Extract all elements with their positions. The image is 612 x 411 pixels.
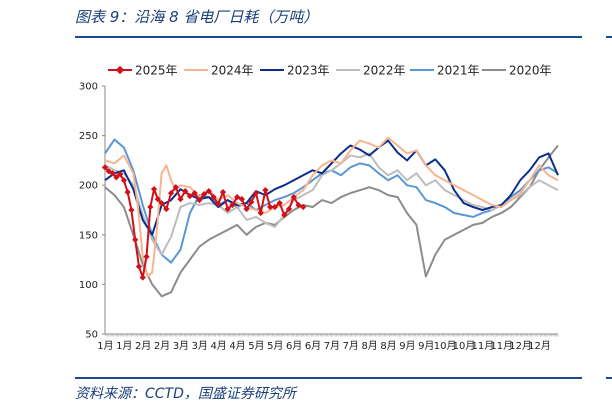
series-point-2025年 (224, 205, 231, 213)
series-point-2025年 (234, 193, 241, 201)
x-tick-label: 12月 (509, 340, 532, 352)
series-line-2022年 (104, 152, 559, 256)
x-tick-label: 8月 (380, 340, 396, 352)
series-point-2025年 (132, 236, 139, 243)
series-point-2025年 (124, 189, 131, 196)
series-point-2025年 (281, 211, 288, 219)
series-point-2025年 (205, 188, 212, 195)
legend-label-2025年: 2025年 (135, 64, 178, 78)
legend-label-2021年: 2021年 (437, 64, 480, 78)
series-point-2025年 (128, 206, 135, 214)
x-tick-label: 6月 (305, 340, 321, 352)
chart-title: 图表 9：沿海 8 省电厂日耗（万吨） (75, 8, 319, 26)
series-point-2025年 (182, 188, 189, 195)
series-point-2025年 (139, 274, 146, 281)
x-tick-label: 1月 (97, 340, 113, 352)
series-line-2023年 (104, 139, 559, 236)
series-point-2025年 (196, 196, 203, 204)
bottom-rule (75, 377, 582, 379)
y-tick-label: 300 (79, 82, 98, 93)
series-point-2025年 (229, 201, 236, 209)
series-point-2025年 (167, 190, 175, 197)
x-tick-label: 10月 (453, 340, 476, 352)
legend-label-2024年: 2024年 (211, 64, 254, 78)
series-point-2025年 (135, 263, 143, 270)
x-tick-label: 10月 (434, 340, 457, 352)
y-tick-label: 200 (79, 181, 98, 192)
x-tick-label: 7月 (343, 340, 359, 352)
y-tick-label: 100 (79, 280, 98, 291)
legend-label-2022年: 2022年 (363, 64, 406, 78)
x-tick-label: 11月 (490, 340, 513, 352)
series-point-2025年 (109, 170, 116, 177)
x-tick-label: 2月 (135, 340, 151, 352)
bottom-rule-edge (606, 377, 612, 379)
x-tick-label: 8月 (361, 340, 377, 352)
series-line-2025年 (104, 166, 304, 279)
series-line-2020年 (104, 144, 559, 298)
series-point-2025年 (150, 186, 158, 193)
series-line-2021年 (104, 138, 559, 264)
series-point-2025年 (248, 198, 255, 206)
series-point-2025年 (158, 199, 165, 207)
series-point-2025年 (215, 200, 222, 208)
series-point-2025年 (262, 187, 269, 194)
series-point-2025年 (238, 195, 245, 203)
top-rule-edge (606, 36, 612, 38)
x-tick-label: 4月 (229, 340, 245, 352)
source-note: 资料来源：CCTD，国盛证券研究所 (75, 386, 296, 402)
series-point-2025年 (163, 205, 170, 213)
y-tick-label: 250 (79, 131, 98, 142)
y-tick-label: 150 (79, 230, 98, 241)
series-point-2025年 (101, 164, 109, 171)
series-point-2025年 (243, 205, 250, 213)
series-point-2025年 (186, 193, 194, 200)
x-tick-label: 2月 (154, 340, 170, 352)
series-point-2025年 (191, 190, 198, 197)
legend-label-2023年: 2023年 (287, 64, 330, 78)
x-tick-label: 12月 (528, 340, 551, 352)
series-line-2024年 (104, 136, 559, 278)
x-tick-label: 11月 (472, 340, 495, 352)
top-rule (75, 36, 582, 38)
x-tick-label: 3月 (173, 340, 189, 352)
x-tick-label: 4月 (210, 340, 226, 352)
series-point-2025年 (210, 193, 217, 201)
series-point-2025年 (177, 195, 184, 203)
x-tick-label: 9月 (399, 340, 415, 352)
x-tick-label: 6月 (286, 340, 302, 352)
series-point-2025年 (143, 253, 150, 260)
legend-marker-2025年 (115, 65, 125, 75)
x-tick-label: 1月 (116, 340, 132, 352)
legend-label-2020年: 2020年 (509, 64, 552, 78)
x-tick-label: 7月 (324, 340, 340, 352)
x-tick-label: 5月 (248, 340, 264, 352)
series-point-2025年 (147, 203, 154, 211)
series-point-2025年 (219, 189, 227, 196)
x-tick-label: 5月 (267, 340, 283, 352)
x-tick-label: 3月 (192, 340, 208, 352)
x-tick-label: 9月 (418, 340, 434, 352)
series-point-2025年 (252, 190, 260, 197)
series-point-2025年 (116, 171, 124, 178)
y-tick-label: 50 (85, 330, 98, 341)
